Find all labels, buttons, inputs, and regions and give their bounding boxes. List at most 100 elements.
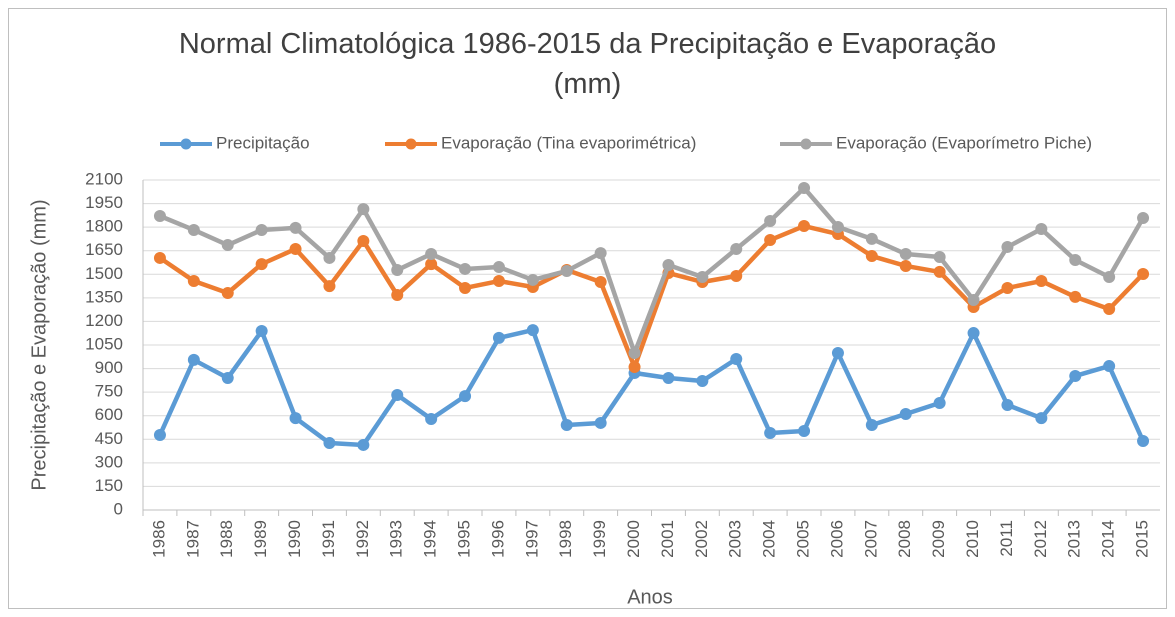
point xyxy=(764,234,777,247)
point xyxy=(560,418,573,431)
point xyxy=(1001,240,1014,253)
point xyxy=(391,388,404,401)
x-tick-label: 1998 xyxy=(556,520,575,558)
legend-marker xyxy=(405,138,417,150)
x-tick-label: 2014 xyxy=(1099,520,1118,558)
point xyxy=(831,220,844,233)
point xyxy=(459,390,472,403)
point xyxy=(730,242,743,255)
point xyxy=(899,407,912,420)
legend-label: Precipitação xyxy=(216,133,310,152)
y-tick-label: 1350 xyxy=(85,287,123,306)
x-tick-label: 2012 xyxy=(1031,520,1050,558)
point xyxy=(1035,275,1048,288)
point xyxy=(425,248,438,261)
point xyxy=(831,347,844,360)
point xyxy=(221,239,234,252)
point xyxy=(221,372,234,384)
x-tick-label: 1999 xyxy=(590,520,609,558)
point xyxy=(933,396,946,409)
x-tick-label: 1995 xyxy=(455,520,474,558)
x-tick-label: 2003 xyxy=(726,520,745,558)
point xyxy=(628,361,641,373)
point xyxy=(662,259,675,272)
point xyxy=(459,281,472,294)
y-tick-label: 600 xyxy=(95,405,123,424)
x-tick-label: 2009 xyxy=(929,520,948,558)
y-tick-label: 1950 xyxy=(85,193,123,212)
y-tick-label: 1200 xyxy=(85,311,123,330)
series-line xyxy=(158,223,1145,370)
y-tick-label: 1650 xyxy=(85,240,123,259)
point xyxy=(255,258,268,271)
x-tick-label: 2001 xyxy=(658,520,677,558)
point xyxy=(764,215,777,228)
point xyxy=(221,286,234,299)
point xyxy=(967,294,980,307)
x-axis-label: Anos xyxy=(627,586,673,608)
point xyxy=(1103,303,1116,316)
legend-label: Evaporação (Tina evaporimétrica) xyxy=(441,133,696,152)
x-tick-label: 2015 xyxy=(1133,520,1152,558)
point xyxy=(187,275,200,288)
series-line xyxy=(157,327,1146,448)
point xyxy=(1137,212,1150,225)
x-tick-label: 1996 xyxy=(488,520,507,558)
point xyxy=(289,242,302,255)
point xyxy=(1001,399,1014,412)
x-tick-label: 1991 xyxy=(319,520,338,558)
point xyxy=(560,264,573,277)
y-tick-label: 900 xyxy=(95,358,123,377)
point xyxy=(1035,223,1048,236)
point xyxy=(459,262,472,275)
point xyxy=(526,273,539,286)
x-tick-label: 2011 xyxy=(997,520,1016,557)
x-tick-label: 2006 xyxy=(827,520,846,558)
point xyxy=(255,223,268,236)
y-tick-label: 1800 xyxy=(85,217,123,236)
legend-label: Evaporação (Evaporímetro Piche) xyxy=(836,133,1092,152)
y-tick-label: 0 xyxy=(114,499,123,518)
x-tick-label: 2002 xyxy=(692,520,711,558)
point xyxy=(865,232,878,245)
point xyxy=(357,438,370,451)
point xyxy=(899,259,912,272)
point xyxy=(391,289,404,302)
legend-marker xyxy=(800,138,812,150)
point xyxy=(594,416,607,429)
point xyxy=(696,374,709,387)
point xyxy=(323,280,336,293)
series-line xyxy=(159,185,1146,356)
point xyxy=(1035,412,1048,425)
y-axis-label: Precipitação e Evaporação (mm) xyxy=(28,199,50,490)
point xyxy=(798,182,811,195)
point xyxy=(1069,369,1082,382)
x-tick-label: 1989 xyxy=(251,520,270,558)
x-tick-label: 1988 xyxy=(217,520,236,558)
point xyxy=(425,413,438,426)
point xyxy=(696,270,709,283)
point xyxy=(662,372,675,384)
point xyxy=(764,427,777,439)
point xyxy=(357,234,370,247)
x-tick-label: 1987 xyxy=(183,520,202,558)
point xyxy=(492,331,505,344)
point xyxy=(1069,290,1082,303)
chart-title: Normal Climatológica 1986-2015 da Precip… xyxy=(178,28,997,100)
point xyxy=(357,203,370,216)
point xyxy=(289,412,302,425)
point xyxy=(1137,435,1150,448)
point xyxy=(933,251,946,263)
point xyxy=(1001,281,1014,294)
point xyxy=(255,325,268,338)
x-tick-label: 1994 xyxy=(421,520,440,558)
point xyxy=(153,251,166,264)
x-tick-label: 1986 xyxy=(149,520,168,558)
y-tick-label: 300 xyxy=(95,452,123,471)
point xyxy=(1137,267,1150,280)
point xyxy=(187,223,200,236)
x-tick-label: 1992 xyxy=(353,520,372,558)
point xyxy=(628,347,641,360)
